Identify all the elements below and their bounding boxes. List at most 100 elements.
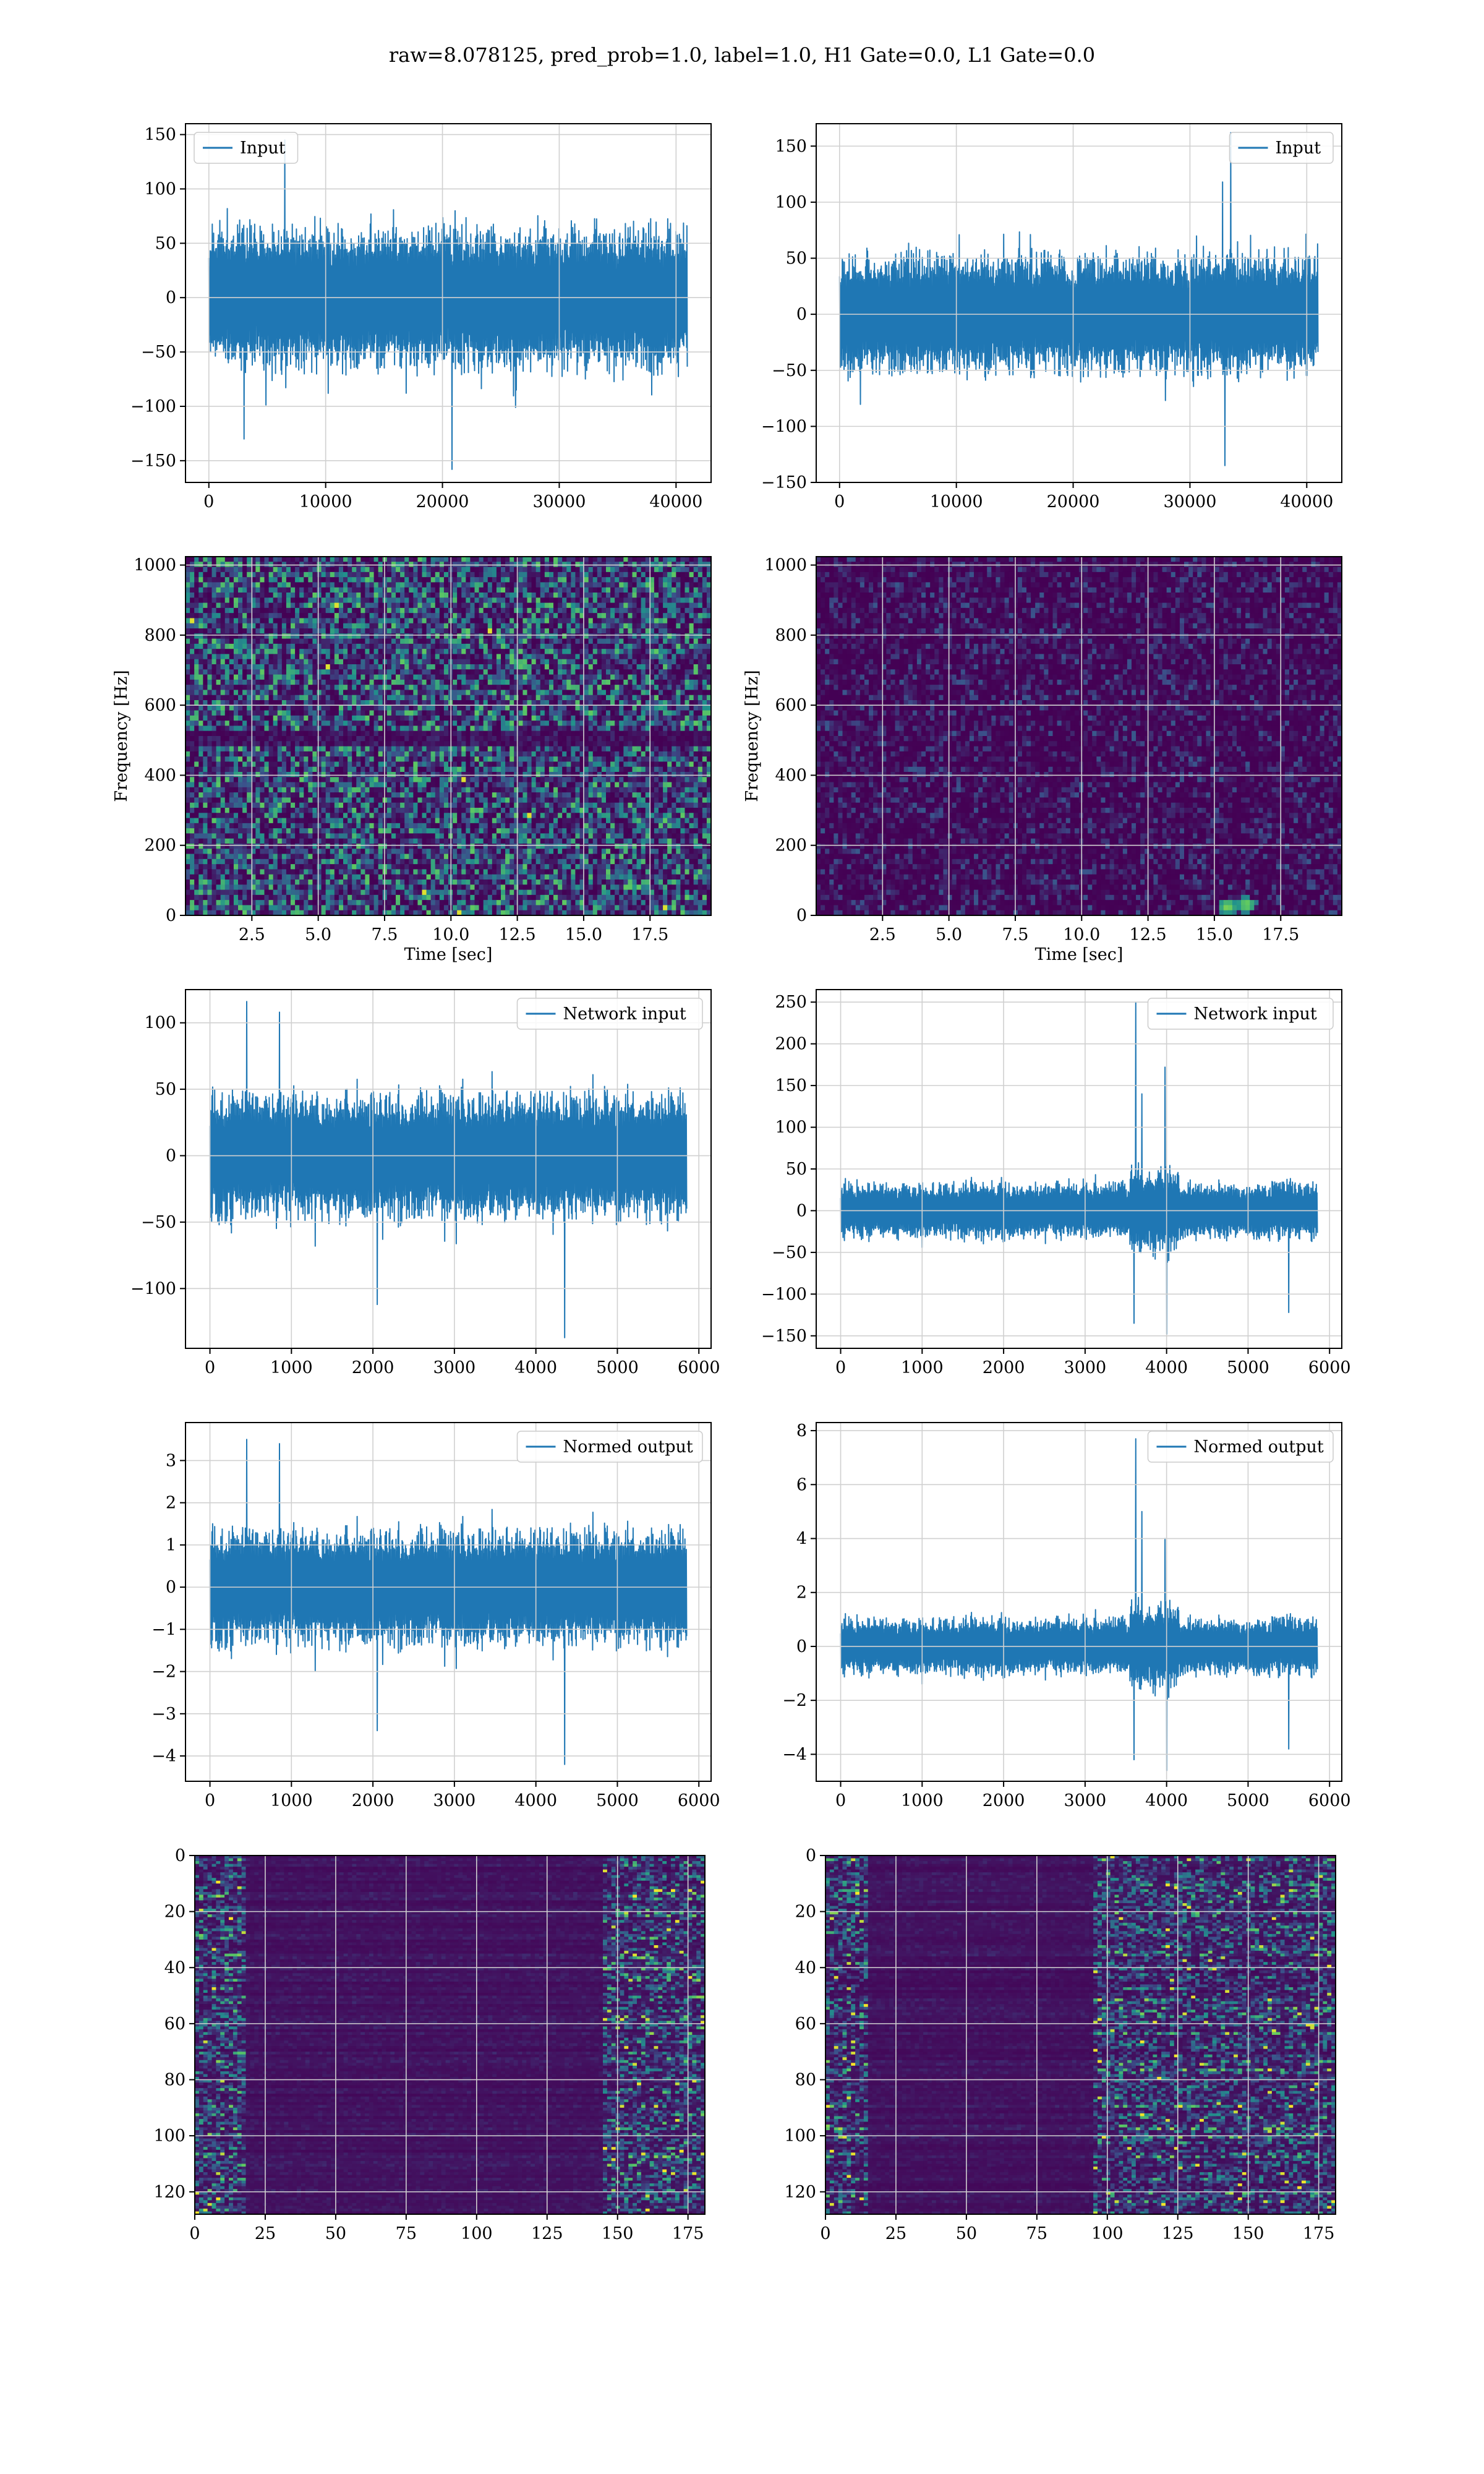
- panel-normed-output-l1: 0 1000 2000 3000 4000 5000 6000 −4 −2 0 2 4 6 8 Normed…: [782, 1421, 1350, 1810]
- x-axis-label: Time [sec]: [1035, 945, 1124, 964]
- grid-lines: [195, 1856, 705, 2214]
- x-tick-label: 0: [835, 1358, 846, 1377]
- panel-feature-map-l1: 0 25 50 75 100 125 150 175 0 20 40 60 80 100 120: [784, 1846, 1336, 2243]
- x-tick-label: 10000: [930, 492, 983, 511]
- y-tick-label: 2: [796, 1583, 807, 1603]
- x-tick-label: 75: [1026, 2224, 1047, 2243]
- plot-area: [186, 990, 711, 1348]
- legend-label: Normed output: [563, 1437, 693, 1457]
- y-tick-label: 150: [775, 1076, 807, 1095]
- y-tick-label: 80: [164, 2071, 186, 2090]
- y-tick-label: 0: [806, 1846, 816, 1865]
- y-tick-label: 800: [775, 626, 807, 645]
- y-tick-label: 60: [795, 2014, 816, 2034]
- x-tick-label: 4000: [514, 1358, 557, 1377]
- x-tick-label: 3000: [1064, 1791, 1107, 1810]
- plot-area: [186, 1423, 711, 1781]
- y-tick-label: 600: [144, 696, 176, 715]
- panel-input-h1: 0 10000 20000 30000 40000 −150 −100 −50 0 50 100 15…: [130, 123, 712, 511]
- legend: Normed output: [516, 1431, 703, 1463]
- panel-spectrogram-h1: 2.5 5.0 7.5 10.0 12.5 15.0 17.5 0 200 400 600 800 10…: [112, 556, 712, 964]
- panel-spectrogram-l1: 2.5 5.0 7.5 10.0 12.5 15.0 17.5 0 200 400 600 800 10…: [743, 556, 1342, 964]
- x-tick-label: 5.0: [305, 925, 331, 944]
- y-tick-label: 600: [775, 696, 807, 715]
- y-tick-label: 0: [166, 1147, 176, 1166]
- x-tick-label: 3000: [1064, 1358, 1107, 1377]
- y-tick-label: −100: [130, 397, 176, 416]
- x-tick-label: 10000: [299, 492, 352, 511]
- legend: Network input: [516, 998, 703, 1030]
- x-tick-label: 20000: [1047, 492, 1100, 511]
- legend-label: Normed output: [1194, 1437, 1324, 1457]
- grid-lines: [186, 990, 711, 1348]
- y-tick-label: 200: [775, 836, 807, 855]
- y-tick-label: 0: [796, 305, 807, 324]
- x-tick-label: 40000: [1280, 492, 1333, 511]
- x-tick-label: 7.5: [1002, 925, 1028, 944]
- y-tick-label: 4: [796, 1530, 807, 1549]
- axes-frame: [185, 1422, 712, 1782]
- x-tick-label: 100: [461, 2224, 493, 2243]
- x-tick-label: 125: [1162, 2224, 1194, 2243]
- x-tick-label: 100: [1091, 2224, 1124, 2243]
- y-tick-label: 100: [144, 1014, 176, 1033]
- plot-area: [195, 1856, 705, 2214]
- x-tick-label: 2.5: [869, 925, 896, 944]
- y-tick-label: 0: [796, 1201, 807, 1220]
- x-tick-label: 3000: [433, 1791, 476, 1810]
- plot-area: [816, 1423, 1342, 1781]
- y-tick-label: −3: [151, 1705, 176, 1724]
- y-tick-label: 0: [166, 288, 176, 307]
- y-tick-label: 20: [164, 1903, 186, 1922]
- y-tick-label: 80: [795, 2071, 816, 2090]
- series-line: [209, 1001, 688, 1338]
- grid-lines: [816, 557, 1342, 915]
- y-tick-label: −4: [151, 1747, 176, 1766]
- x-tick-label: 0: [205, 1358, 215, 1377]
- heatmap-cells: [186, 557, 711, 915]
- x-tick-label: 5000: [1227, 1358, 1269, 1377]
- x-tick-label: 1000: [901, 1358, 944, 1377]
- y-tick-label: 50: [155, 234, 176, 253]
- y-tick-label: −100: [761, 417, 807, 436]
- grid-lines: [816, 990, 1342, 1348]
- plot-area: [816, 990, 1342, 1348]
- y-tick-label: 0: [175, 1846, 186, 1865]
- y-tick-label: 0: [166, 1578, 176, 1597]
- series-line: [208, 139, 688, 470]
- x-tick-label: 2000: [352, 1358, 394, 1377]
- panel-network-input-h1: 0 1000 2000 3000 4000 5000 6000 −100 −50 0 50 100 Ne…: [130, 989, 720, 1377]
- legend-label: Input: [1276, 139, 1321, 158]
- y-axis-label: Frequency [Hz]: [112, 670, 131, 802]
- y-tick-label: −2: [782, 1691, 807, 1710]
- y-tick-label: 1: [166, 1536, 176, 1555]
- legend-label: Network input: [563, 1004, 686, 1024]
- y-tick-label: −50: [772, 361, 807, 380]
- y-tick-label: −1: [151, 1620, 176, 1639]
- x-tick-label: 10.0: [432, 925, 469, 944]
- y-tick-label: 800: [144, 626, 176, 645]
- x-tick-label: 1000: [901, 1791, 944, 1810]
- plot-area: [825, 1856, 1336, 2214]
- legend: Input: [1229, 132, 1334, 164]
- heatmap-cells: [195, 1856, 705, 2214]
- y-tick-label: 100: [784, 2126, 816, 2146]
- plot-area: [816, 557, 1342, 915]
- x-tick-label: 20000: [416, 492, 469, 511]
- x-tick-label: 7.5: [371, 925, 398, 944]
- x-tick-label: 5000: [1227, 1791, 1269, 1810]
- plot-area: [186, 124, 711, 482]
- x-tick-label: 5.0: [936, 925, 962, 944]
- axes-frame: [185, 989, 712, 1349]
- x-axis-label: Time [sec]: [404, 945, 493, 964]
- figure-title: raw=8.078125, pred_prob=1.0, label=1.0, …: [389, 43, 1095, 67]
- panel-feature-map-h1: 0 25 50 75 100 125 150 175 0 20 40 60 80 100 120: [153, 1846, 706, 2243]
- y-tick-label: 400: [144, 766, 176, 785]
- legend-label: Network input: [1194, 1004, 1317, 1024]
- panels: 0 10000 20000 30000 40000−150−100−5005010015…: [112, 123, 1351, 2243]
- y-tick-label: 0: [166, 906, 176, 925]
- y-tick-label: 60: [164, 2014, 186, 2034]
- y-tick-label: 200: [144, 836, 176, 855]
- x-tick-label: 6000: [678, 1791, 720, 1810]
